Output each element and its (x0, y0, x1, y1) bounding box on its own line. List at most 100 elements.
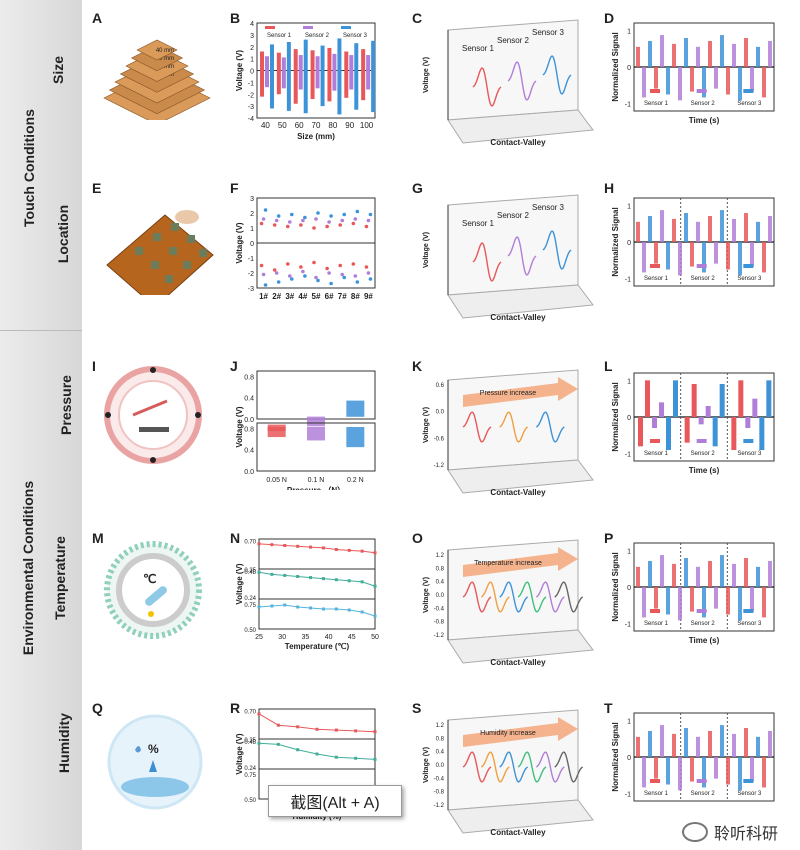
panel-letter-d: D (604, 10, 615, 26)
arrow-label: Pressure increase (480, 390, 537, 397)
data-point (354, 756, 358, 760)
scatter-point (261, 217, 266, 221)
scatter-point (259, 221, 264, 226)
data-point (373, 730, 377, 734)
z-axis-title: Voltage (V) (423, 577, 430, 613)
scatter-point (314, 217, 318, 221)
bar (720, 555, 724, 587)
bar (638, 417, 643, 447)
data-point (283, 543, 287, 547)
x-tick-label: 4# (298, 292, 307, 301)
y-tick-label: 0.0 (244, 469, 254, 476)
y-tick-label: 0.48 (244, 570, 256, 576)
scatter-point (276, 214, 281, 218)
scatter-point (314, 275, 318, 280)
bar (366, 55, 371, 71)
chart-d-normalized-size: 1 0 -1 Sensor 1 Sensor 2 Sensor 3 Time (s) Norm… (611, 22, 775, 125)
x-axis-title: Contact-Valley (490, 828, 546, 837)
panel-letter-q: Q (92, 700, 103, 716)
row-label-temperature: Temperature (51, 536, 68, 620)
bar (678, 587, 682, 621)
scatter-point (287, 220, 292, 224)
y-tick-label: 1 (627, 378, 631, 385)
bar (756, 221, 760, 242)
data-point (309, 606, 313, 610)
location-pad-illustration (106, 210, 214, 295)
z-tick-label: -0.6 (434, 436, 445, 442)
bar (307, 427, 325, 441)
x-tick-label: 50 (278, 121, 287, 130)
bar (768, 215, 772, 242)
bar (768, 560, 772, 587)
waveform (517, 751, 547, 783)
y-axis-title: Voltage (V) (235, 222, 244, 264)
pressure-gauge-icon (104, 366, 202, 464)
panel-letter-l: L (604, 358, 613, 374)
data-point (257, 741, 261, 745)
bar (349, 70, 354, 90)
y-axis-title: Normalized Signal (611, 32, 620, 101)
bar (660, 210, 664, 242)
bar (708, 560, 712, 587)
bar (354, 43, 359, 71)
bar (276, 52, 281, 71)
legend-swatch (265, 26, 275, 29)
plot-frame (258, 568, 376, 600)
bar (738, 67, 742, 101)
size-layer-label: 50 mm (156, 56, 174, 62)
scatter-point (303, 215, 307, 220)
z-tick-label: 0.0 (436, 410, 445, 416)
y-tick-label: 0 (250, 241, 254, 248)
scatter-point (353, 274, 358, 278)
y-tick-label: 1 (627, 718, 631, 725)
data-point (360, 549, 364, 553)
scatter-point (366, 271, 371, 275)
floor (447, 629, 594, 664)
bar (310, 50, 315, 71)
y-axis-title: Normalized Signal (611, 722, 620, 791)
y-tick-label: -1 (625, 277, 631, 284)
x-tick-label: 40 (261, 121, 270, 130)
bar (672, 563, 676, 587)
data-point (257, 570, 261, 574)
bar (690, 67, 694, 92)
panel-letter-n: N (230, 530, 241, 546)
y-tick-label: -1 (248, 256, 254, 263)
bar (732, 218, 736, 242)
scatter-point (329, 281, 333, 286)
y-tick-label: 0.0 (244, 417, 254, 424)
bar (696, 566, 700, 587)
row-label-size: Size (50, 55, 67, 85)
bar (654, 757, 658, 779)
data-point (347, 579, 351, 583)
scatter-point (338, 263, 343, 268)
scatter-point (289, 212, 294, 217)
y-tick-label: -2 (248, 271, 254, 278)
legend-label: Sensor 3 (343, 33, 368, 39)
bar (708, 730, 712, 757)
legend-label: Sensor 1 (644, 621, 669, 627)
data-point (321, 546, 325, 550)
z-axis-title: Voltage (V) (423, 57, 430, 93)
bar (708, 40, 712, 67)
chart-t-normalized-humidity: 1 0 -1 Sensor 1 Sensor 2 Sensor 3 Normalized S… (611, 712, 775, 802)
y-tick-label: 1 (627, 548, 631, 555)
bar (731, 417, 737, 450)
bar (696, 46, 700, 67)
bar (298, 70, 303, 90)
data-point (373, 584, 377, 588)
waveform (480, 581, 510, 613)
waveform (462, 411, 492, 443)
chart-o-3d-temperature: Voltage (V) Contact-Valley 1.2 0.8 0.4 0.0 -0.… (423, 539, 594, 667)
watermark: 聆听科研 (681, 820, 778, 844)
legend-swatch (696, 439, 707, 443)
humidity-unit-icon: % (148, 742, 159, 756)
bar (714, 757, 718, 779)
bar (684, 417, 690, 443)
waveform (517, 581, 547, 613)
bar (762, 757, 766, 788)
temperature-unit-icon: ℃ (143, 572, 157, 586)
bar (265, 56, 269, 71)
bar (762, 587, 766, 618)
bar (768, 40, 772, 67)
